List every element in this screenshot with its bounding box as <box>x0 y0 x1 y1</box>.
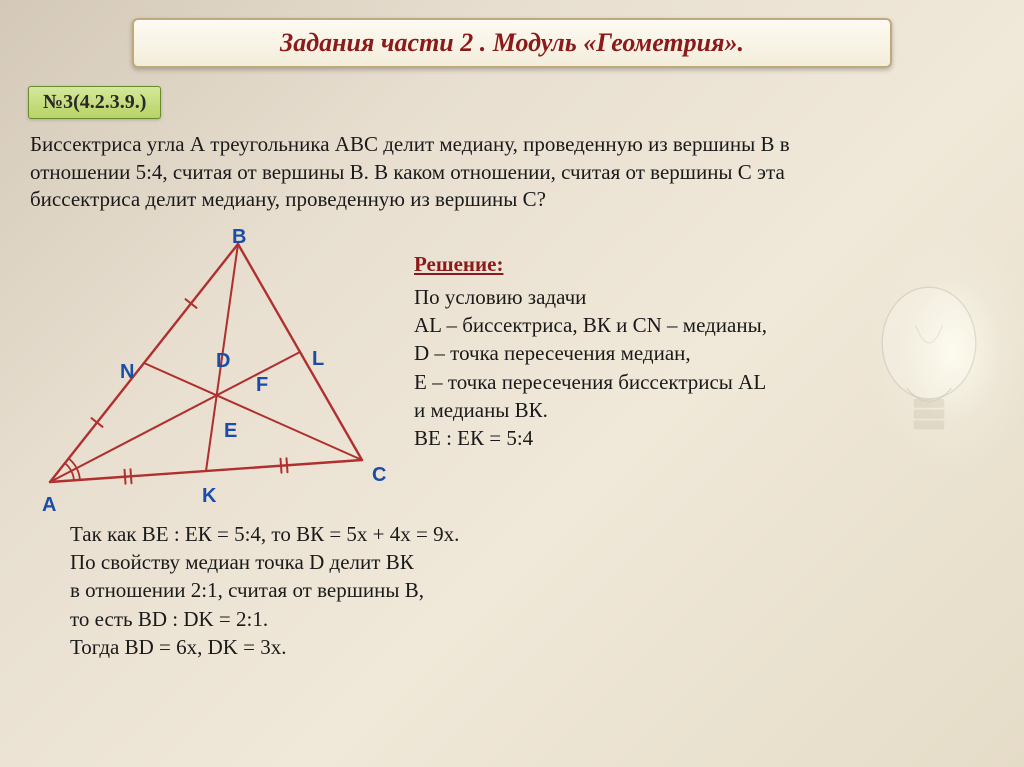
solution-line: AL – биссектриса, ВК и CN – медианы, <box>414 311 1002 339</box>
diagram-label-L: L <box>312 348 324 371</box>
diagram-label-B: B <box>232 226 246 249</box>
diagram-label-K: K <box>202 485 216 508</box>
continuation-line: то есть BD : DK = 2:1. <box>70 605 1002 633</box>
diagram-label-E: E <box>224 420 237 443</box>
solution-line: D – точка пересечения медиан, <box>414 339 1002 367</box>
solution-line: ВЕ : ЕК = 5:4 <box>414 424 1002 452</box>
solution-continuation: Так как ВЕ : ЕК = 5:4, то ВК = 5х + 4х =… <box>22 520 1002 661</box>
solution-line: и медианы ВК. <box>414 396 1002 424</box>
slide-title: Задания части 2 . Модуль «Геометрия». <box>132 18 892 68</box>
continuation-line: Так как ВЕ : ЕК = 5:4, то ВК = 5х + 4х =… <box>70 520 1002 548</box>
continuation-line: Тогда BD = 6x, DK = 3x. <box>70 633 1002 661</box>
task-number-tag: №3(4.2.3.9.) <box>28 86 161 119</box>
solution-line: По условию задачи <box>414 283 1002 311</box>
diagram-label-C: C <box>372 464 386 487</box>
diagram-label-D: D <box>216 350 230 373</box>
continuation-line: По свойству медиан точка D делит ВК <box>70 548 1002 576</box>
diagram-label-N: N <box>120 361 134 384</box>
geometry-diagram: A B C N L K D FE <box>30 224 390 514</box>
slide-container: Задания части 2 . Модуль «Геометрия». №3… <box>0 0 1024 767</box>
solution-line: Е – точка пересечения биссектрисы AL <box>414 368 1002 396</box>
solution-column: Решение: По условию задачиAL – биссектри… <box>414 224 1002 452</box>
continuation-line: в отношении 2:1, считая от вершины В, <box>70 576 1002 604</box>
solution-header: Решение: <box>414 252 1002 277</box>
diagram-label-F: F <box>256 374 268 397</box>
problem-statement: Биссектриса угла А треугольника АВС дели… <box>22 131 882 214</box>
content-row: A B C N L K D FE Решение: По условию задачиAL –… <box>22 224 1002 514</box>
diagram-label-A: A <box>42 494 56 517</box>
